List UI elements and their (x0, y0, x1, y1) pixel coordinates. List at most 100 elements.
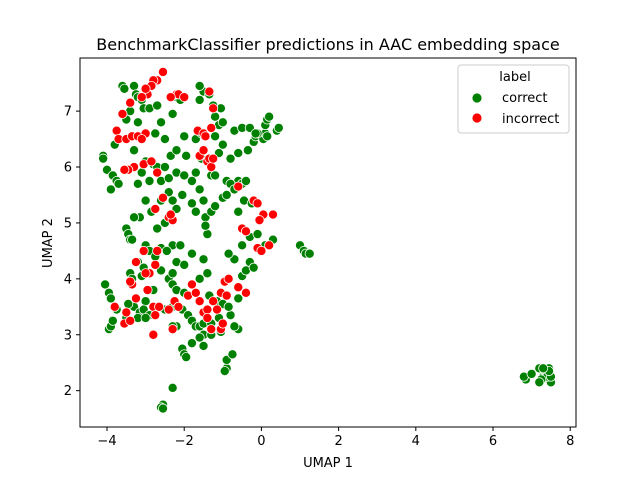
data-point-correct (194, 332, 205, 343)
data-point-correct (233, 206, 244, 217)
data-point-correct (210, 201, 221, 212)
data-point-incorrect (233, 282, 244, 293)
data-point-correct (223, 301, 234, 312)
data-point-correct (225, 153, 236, 164)
data-point-correct (119, 83, 130, 94)
data-point-incorrect (117, 108, 128, 119)
data-point-correct (132, 117, 143, 128)
data-point-correct (190, 206, 201, 217)
x-tick-label: 4 (412, 434, 420, 449)
data-point-correct (159, 134, 170, 145)
data-point-incorrect (109, 301, 120, 312)
data-point-correct (140, 195, 151, 206)
data-point-correct (129, 145, 140, 156)
data-point-correct (177, 189, 188, 200)
data-point-incorrect (121, 307, 132, 318)
data-point-incorrect (157, 192, 168, 203)
data-point-incorrect (125, 315, 136, 326)
data-point-correct (237, 240, 248, 251)
data-point-incorrect (221, 290, 232, 301)
data-point-incorrect (206, 162, 217, 173)
data-point-correct (190, 167, 201, 178)
y-tick-label: 3 (64, 328, 72, 343)
x-tick-label: 2 (334, 434, 342, 449)
data-point-correct (152, 100, 163, 111)
data-point-correct (202, 268, 213, 279)
data-point-incorrect (152, 245, 163, 256)
y-tick-label: 2 (64, 384, 72, 399)
data-point-correct (194, 80, 205, 91)
data-point-correct (152, 223, 163, 234)
data-point-correct (159, 162, 170, 173)
data-point-correct (217, 139, 228, 150)
data-point-incorrect (130, 293, 141, 304)
legend-marker-correct (471, 92, 483, 104)
data-point-correct (202, 229, 213, 240)
data-point-correct (534, 377, 545, 388)
data-point-incorrect (194, 296, 205, 307)
y-tick-label: 4 (64, 272, 72, 287)
x-tick-label: 0 (257, 434, 265, 449)
data-point-incorrect (154, 301, 165, 312)
data-point-correct (225, 310, 236, 321)
data-point-incorrect (136, 92, 147, 103)
legend-frame (457, 64, 570, 134)
legend-title: label (499, 70, 530, 85)
data-point-incorrect (206, 122, 217, 133)
data-point-incorrect (125, 276, 136, 287)
data-point-correct (129, 212, 140, 223)
data-point-incorrect (240, 287, 251, 298)
data-point-incorrect (125, 97, 136, 108)
x-tick-label: −4 (97, 434, 116, 449)
x-axis: −4 −2 0 2 4 6 8 (97, 427, 574, 449)
y-axis: 2 3 4 5 6 7 (64, 105, 80, 399)
data-point-correct (186, 338, 197, 349)
chart-title: BenchmarkClassifier predictions in AAC e… (96, 35, 559, 54)
data-point-incorrect (157, 66, 168, 77)
data-point-correct (105, 184, 116, 195)
data-point-correct (233, 148, 244, 159)
legend-label-incorrect: incorrect (502, 112, 559, 127)
data-point-correct (248, 262, 259, 273)
x-tick-label: −2 (175, 434, 194, 449)
data-point-correct (250, 128, 261, 139)
data-point-incorrect (202, 312, 213, 323)
data-point-correct (240, 175, 251, 186)
data-point-incorrect (167, 324, 178, 335)
data-point-incorrect (204, 86, 215, 97)
data-point-correct (198, 254, 209, 265)
legend-marker-incorrect (471, 112, 483, 124)
data-point-correct (167, 382, 178, 393)
data-point-incorrect (198, 145, 209, 156)
data-point-correct (186, 175, 197, 186)
data-point-correct (304, 248, 315, 259)
data-point-correct (233, 293, 244, 304)
data-point-incorrect (165, 209, 176, 220)
data-point-correct (167, 268, 178, 279)
data-point-correct (161, 245, 172, 256)
data-point-correct (175, 240, 186, 251)
data-point-incorrect (146, 156, 157, 167)
data-point-correct (150, 128, 161, 139)
data-point-correct (219, 366, 230, 377)
data-point-correct (210, 131, 221, 142)
data-point-correct (210, 111, 221, 122)
data-point-correct (194, 94, 205, 105)
data-point-correct (181, 150, 192, 161)
data-point-incorrect (152, 167, 163, 178)
data-point-correct (179, 170, 190, 181)
data-point-correct (217, 117, 228, 128)
data-point-incorrect (223, 273, 234, 284)
data-point-incorrect (190, 287, 201, 298)
data-point-correct (194, 184, 205, 195)
data-point-correct (140, 296, 151, 307)
data-point-correct (123, 298, 134, 309)
data-point-incorrect (165, 92, 176, 103)
data-point-incorrect (150, 203, 161, 214)
data-point-correct (181, 352, 192, 363)
data-point-incorrect (148, 329, 159, 340)
y-tick-label: 6 (64, 161, 72, 176)
data-point-correct (127, 234, 138, 245)
